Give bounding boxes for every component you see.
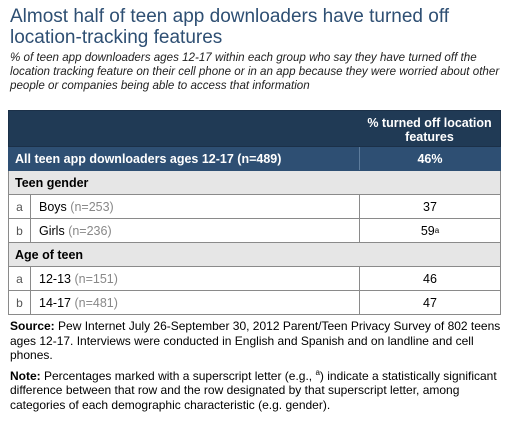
note-superscript: a [315, 367, 320, 377]
row-value: 46% [359, 147, 500, 170]
row-letter: a [9, 267, 31, 290]
footnotes: Source: Pew Internet July 26-September 3… [10, 319, 502, 418]
row-n: (n=151) [74, 271, 118, 286]
row-letter: b [9, 219, 31, 242]
group-row-age: Age of teen [8, 243, 501, 267]
note-text-after: ) indicate a statistically significant d… [10, 368, 497, 412]
source-text: Pew Internet July 26-September 30, 2012 … [10, 319, 501, 362]
group-label: Teen gender [15, 175, 89, 190]
note-text-before: Percentages marked with a superscript le… [40, 368, 316, 383]
row-value: 46 [423, 271, 437, 286]
row-value: 47 [423, 295, 437, 310]
row-name: 14-17 [39, 295, 71, 310]
table-row: b Girls (n=236) 59 a [8, 219, 501, 243]
source-label: Source: [10, 319, 55, 333]
row-label: All teen app downloaders ages 12-17 (n=4… [15, 151, 282, 166]
table-header: % turned off location features [8, 110, 501, 147]
note-label: Note: [10, 368, 41, 383]
table-row-all: All teen app downloaders ages 12-17 (n=4… [8, 147, 501, 171]
row-n: (n=253) [70, 199, 114, 214]
row-name: 12-13 [39, 271, 71, 286]
table-row: a 12-13 (n=151) 46 [8, 267, 501, 291]
group-row-gender: Teen gender [8, 171, 501, 195]
row-value: 59 [420, 223, 435, 238]
row-name: Girls [39, 223, 65, 238]
row-n: (n=481) [74, 295, 118, 310]
row-letter: a [9, 195, 31, 218]
significance-note: Note: Percentages marked with a superscr… [10, 367, 502, 413]
column-header: % turned off location features [367, 116, 492, 144]
group-label: Age of teen [15, 247, 84, 262]
table-row: b 14-17 (n=481) 47 [8, 291, 501, 315]
source-note: Source: Pew Internet July 26-September 3… [10, 319, 502, 363]
row-n: (n=236) [68, 223, 112, 238]
table-row: a Boys (n=253) 37 [8, 195, 501, 219]
row-letter: b [9, 291, 31, 314]
data-table: % turned off location features All teen … [8, 110, 501, 315]
subtitle: % of teen app downloaders ages 12-17 wit… [10, 51, 500, 92]
row-name: Boys [39, 199, 67, 214]
page-title: Almost half of teen app downloaders have… [10, 6, 450, 48]
row-value: 37 [423, 199, 437, 214]
